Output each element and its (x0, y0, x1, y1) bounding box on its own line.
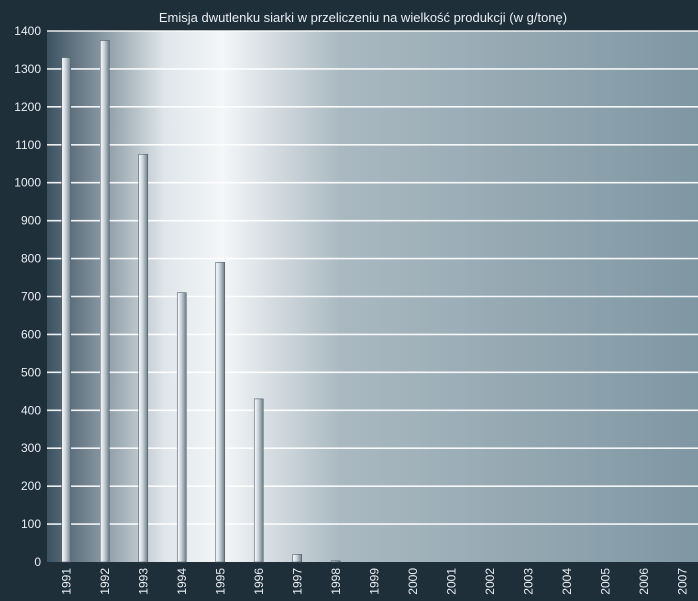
y-tick-label: 500 (21, 365, 41, 379)
y-tick-label: 300 (21, 441, 41, 455)
y-tick-label: 600 (21, 327, 41, 341)
bar-1994 (176, 292, 187, 563)
x-tick-label: 1991 (59, 568, 73, 595)
y-axis-ticks: 0 100 200 300 400 500 600 700 800 900 1000 1100 1200… (14, 24, 41, 569)
bar-1992 (99, 40, 110, 563)
bar-1997 (292, 554, 303, 563)
x-tick-label: 1996 (252, 568, 266, 595)
y-tick-label: 1000 (14, 176, 41, 190)
bar-1996 (253, 398, 264, 563)
bar-1995 (215, 262, 226, 563)
y-tick-label: 800 (21, 252, 41, 266)
x-tick-label: 1998 (329, 568, 343, 595)
bar-1993 (138, 153, 149, 563)
y-tick-label: 1100 (15, 138, 41, 152)
bars (61, 40, 341, 563)
x-tick-label: 1992 (98, 568, 112, 595)
y-tick-label: 1400 (14, 24, 41, 38)
gridlines (47, 30, 698, 525)
x-tick-label: 1994 (175, 568, 189, 595)
x-tick-label: 2001 (444, 568, 458, 595)
x-tick-label: 1993 (136, 568, 150, 595)
x-tick-label: 2003 (521, 568, 535, 595)
y-tick-label: 0 (34, 555, 41, 569)
y-tick-label: 100 (21, 517, 41, 531)
chart-title: Emisja dwutlenku siarki w przeliczeniu n… (159, 10, 567, 25)
y-tick-label: 700 (21, 290, 41, 304)
y-tick-label: 1300 (14, 62, 41, 76)
x-tick-label: 2000 (406, 568, 420, 595)
x-tick-label: 1995 (213, 568, 227, 595)
y-tick-label: 900 (21, 214, 41, 228)
x-axis-ticks: 1991 1992 1993 1994 1995 1996 1997 1998 1999 2000… (59, 568, 689, 595)
x-tick-label: 2002 (483, 568, 497, 595)
x-tick-label: 2006 (637, 568, 651, 595)
x-tick-label: 2007 (675, 568, 689, 595)
x-tick-label: 2004 (560, 568, 574, 595)
bar-1991 (61, 57, 72, 563)
x-tick-label: 2005 (598, 568, 612, 595)
y-tick-label: 200 (21, 479, 41, 493)
bar-1998 (330, 560, 341, 563)
y-tick-label: 1200 (14, 100, 41, 114)
x-tick-label: 1999 (367, 568, 381, 595)
x-tick-label: 1997 (290, 568, 304, 595)
y-tick-label: 400 (21, 403, 41, 417)
